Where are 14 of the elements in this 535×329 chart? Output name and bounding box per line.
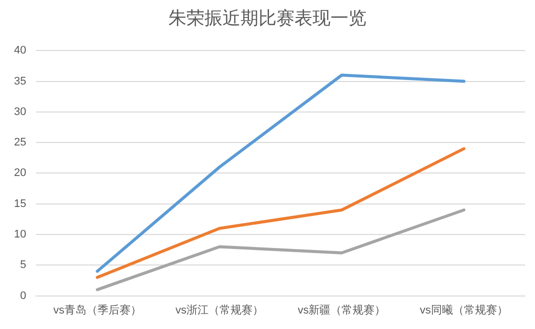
y-tick-label: 30	[14, 106, 26, 118]
y-tick-label: 25	[14, 136, 26, 149]
x-tick-label: vs浙江（常规赛）	[176, 303, 264, 316]
x-tick-label: vs青岛（季后赛）	[53, 303, 142, 316]
x-tick-label: vs同曦（常规赛）	[420, 303, 508, 316]
y-tick-label: 20	[14, 167, 26, 180]
y-tick-label: 0	[20, 290, 26, 302]
y-tick-label: 35	[14, 75, 26, 88]
y-tick-label: 15	[14, 198, 26, 210]
y-tick-label: 5	[20, 259, 26, 272]
y-tick-label: 40	[14, 44, 26, 57]
chart-title: 朱荣振近期比赛表现一览	[168, 7, 368, 30]
x-tick-label: vs新疆（常规赛）	[298, 303, 386, 316]
y-tick-label: 10	[14, 228, 26, 241]
